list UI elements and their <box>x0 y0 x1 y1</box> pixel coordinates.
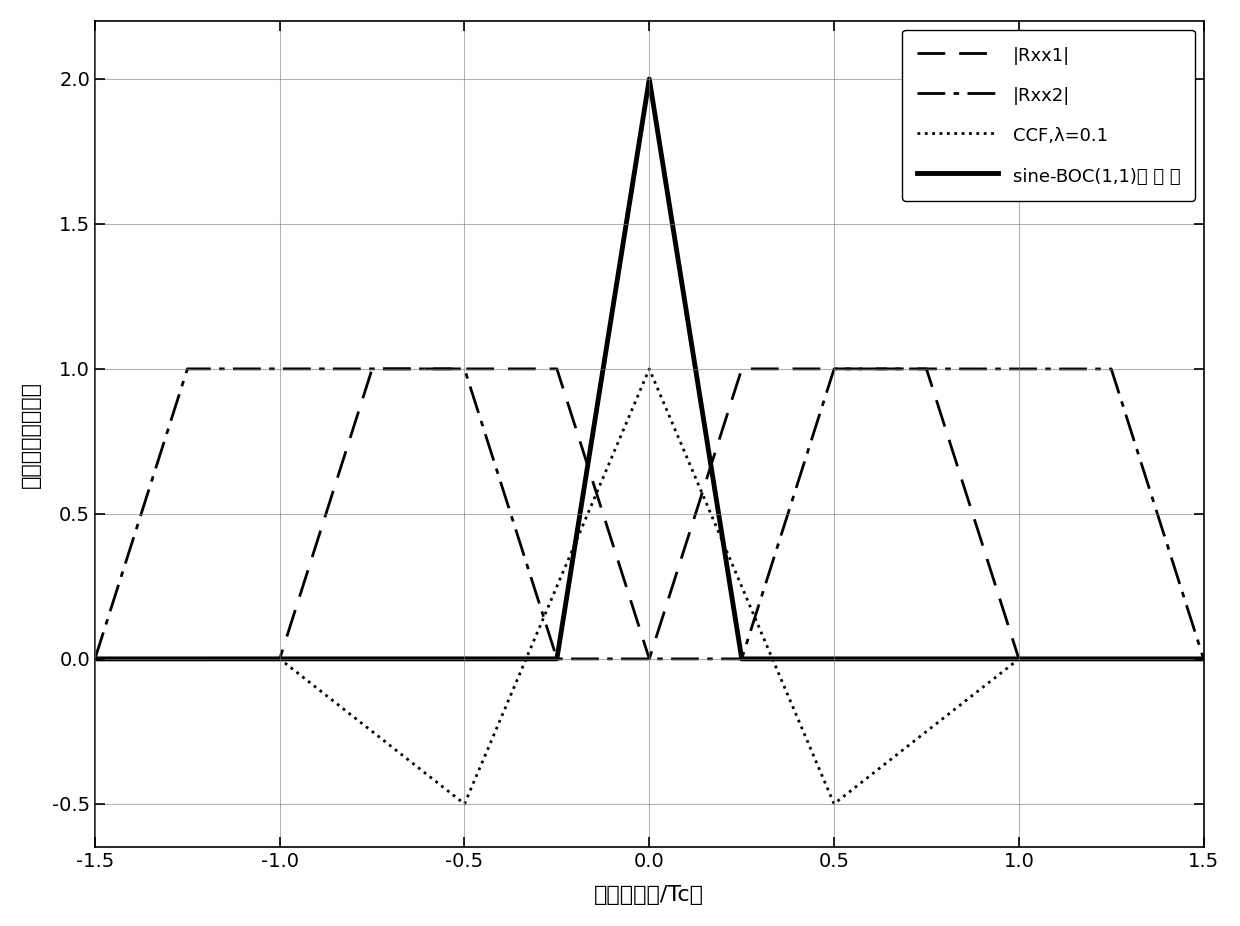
|Rxx1| <box>611 559 626 570</box>
Y-axis label: 归一化相关函数値: 归一化相关函数値 <box>21 381 41 488</box>
|Rxx1| <box>800 363 815 374</box>
|Rxx2| <box>1197 654 1211 665</box>
|Rxx1| <box>882 363 897 374</box>
X-axis label: 码片延迟（/Tc）: 码片延迟（/Tc） <box>594 885 704 906</box>
|Rxx2| <box>363 363 378 374</box>
|Rxx1| <box>1197 654 1211 665</box>
CCF,λ=0.1 <box>758 637 773 648</box>
|Rxx2| <box>611 654 626 665</box>
CCF,λ=0.1 <box>642 363 657 374</box>
CCF,λ=0.1 <box>88 654 103 665</box>
CCF,λ=0.1 <box>1125 654 1140 665</box>
sine-BOC(1,1)自 相 关 <box>611 261 626 272</box>
|Rxx2| <box>88 654 103 665</box>
CCF,λ=0.1 <box>800 734 815 745</box>
|Rxx1| <box>363 366 378 377</box>
Line: |Rxx2|: |Rxx2| <box>95 369 1204 659</box>
sine-BOC(1,1)自 相 关 <box>800 654 815 665</box>
sine-BOC(1,1)自 相 关 <box>363 654 378 665</box>
|Rxx1| <box>758 363 773 374</box>
|Rxx1| <box>1125 654 1140 665</box>
|Rxx2| <box>800 449 815 460</box>
CCF,λ=0.1 <box>827 798 842 809</box>
sine-BOC(1,1)自 相 关 <box>1197 654 1211 665</box>
CCF,λ=0.1 <box>611 434 626 445</box>
CCF,λ=0.1 <box>363 725 378 736</box>
|Rxx2| <box>882 363 897 374</box>
CCF,λ=0.1 <box>882 756 897 767</box>
sine-BOC(1,1)自 相 关 <box>758 654 773 665</box>
|Rxx2| <box>180 363 195 374</box>
Line: sine-BOC(1,1)自 相 关: sine-BOC(1,1)自 相 关 <box>95 79 1204 659</box>
|Rxx2| <box>1125 428 1140 439</box>
|Rxx1| <box>88 654 103 665</box>
sine-BOC(1,1)自 相 关 <box>1125 654 1140 665</box>
CCF,λ=0.1 <box>1197 654 1211 665</box>
Line: |Rxx1|: |Rxx1| <box>95 369 1204 659</box>
sine-BOC(1,1)自 相 关 <box>88 654 103 665</box>
|Rxx1| <box>365 363 379 374</box>
sine-BOC(1,1)自 相 关 <box>642 73 657 84</box>
Line: CCF,λ=0.1: CCF,λ=0.1 <box>95 369 1204 804</box>
sine-BOC(1,1)自 相 关 <box>882 654 897 665</box>
|Rxx2| <box>758 579 773 590</box>
Legend: |Rxx1|, |Rxx2|, CCF,λ=0.1, sine-BOC(1,1)自 相 关: |Rxx1|, |Rxx2|, CCF,λ=0.1, sine-BOC(1,1)… <box>903 30 1194 201</box>
